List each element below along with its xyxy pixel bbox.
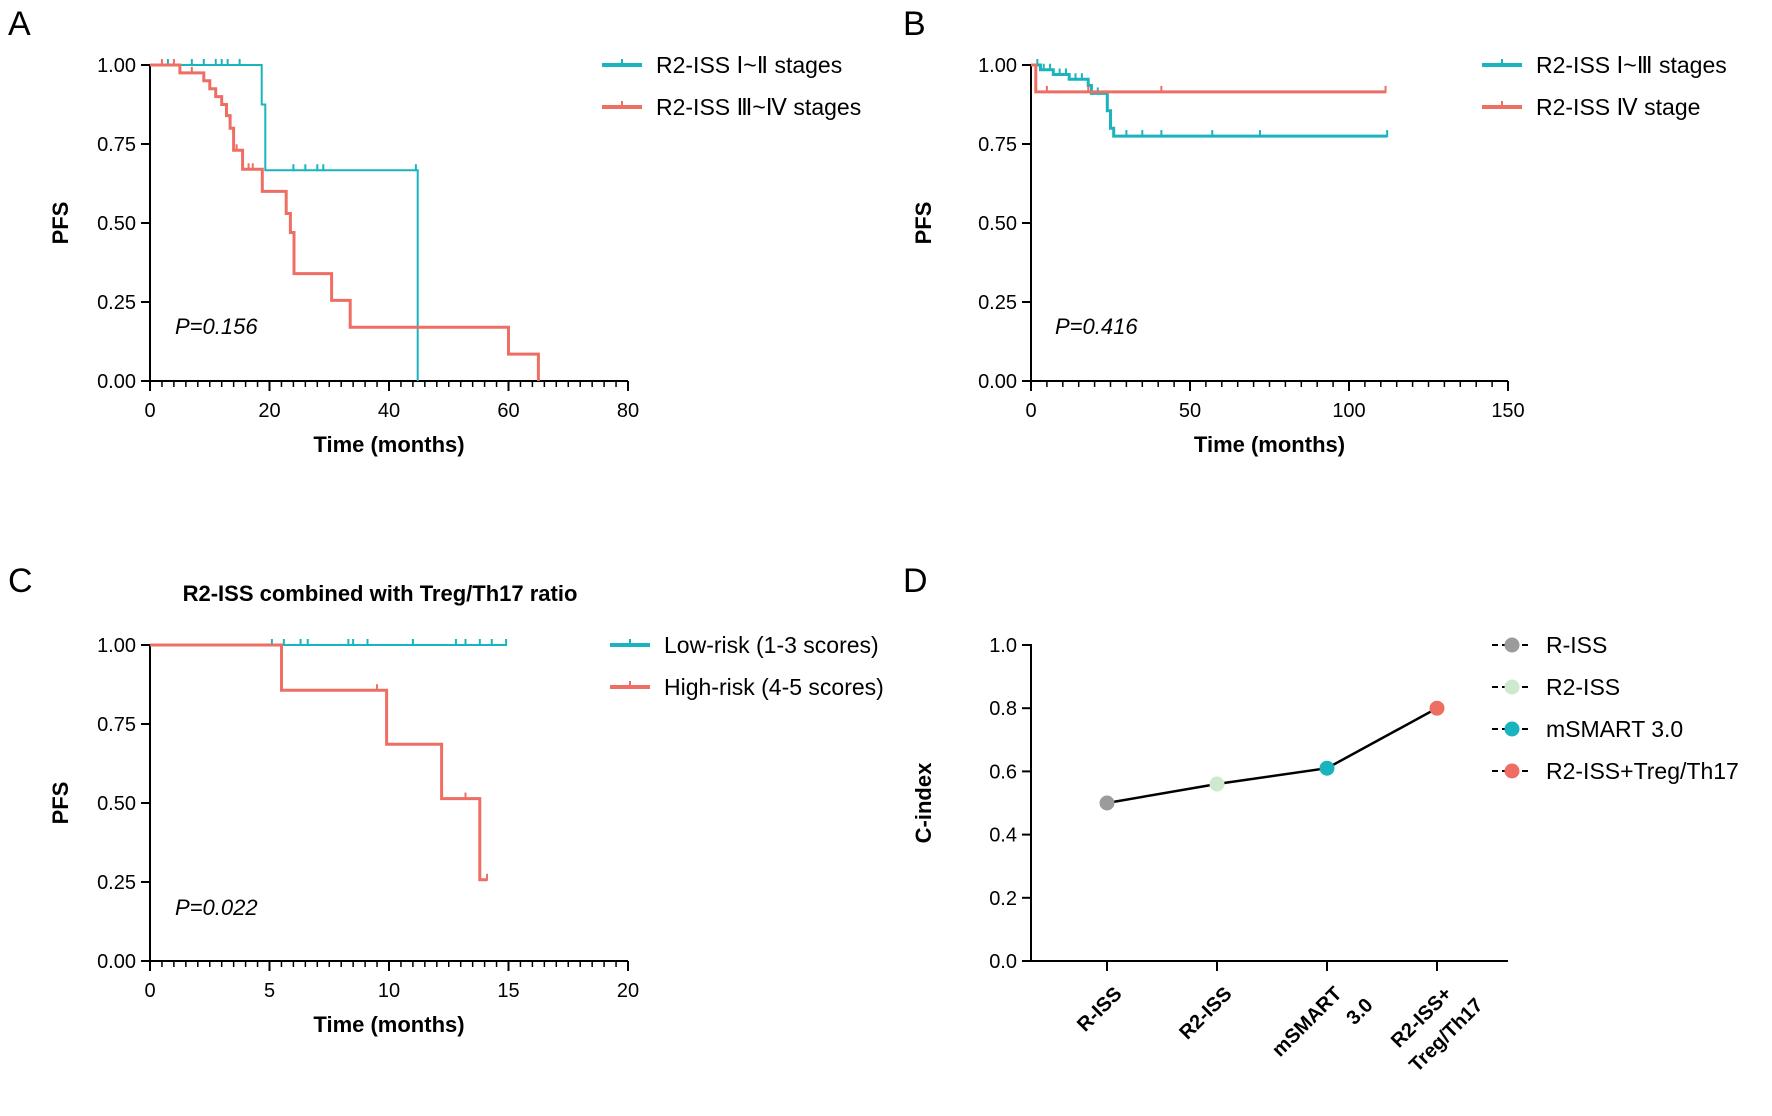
km-curve	[1031, 63, 1386, 94]
panel-letter: C	[8, 562, 33, 600]
y-tick-label: 0.00	[97, 951, 136, 973]
panel-a: A 0.00 0.25 0.50 0.75 1.00 PFS 0 20 40 60 80 Time (m…	[8, 5, 861, 457]
category-line: R2-ISS	[1175, 983, 1236, 1044]
x-tick-label: 5	[264, 980, 275, 1002]
y-tick-label: 0.4	[989, 825, 1017, 847]
x-tick-label: 150	[1491, 400, 1524, 422]
category-line: mSMART	[1268, 983, 1346, 1061]
p-value: P=0.022	[175, 895, 258, 920]
x-tick-label: 0	[144, 980, 155, 1002]
x-tick-label: 100	[1332, 400, 1365, 422]
y-tick-label: 1.0	[989, 635, 1017, 657]
x-tick-label: 20	[258, 400, 280, 422]
x-axis-label: Time (months)	[313, 432, 464, 457]
y-axis-label: PFS	[911, 202, 936, 245]
y-tick-label: 0.0	[989, 951, 1017, 973]
legend-label: R2-ISS Ⅰ~Ⅲ stages	[1536, 52, 1727, 78]
x-category-label: R-ISS	[1073, 983, 1126, 1036]
data-point	[1209, 776, 1225, 792]
x-tick-label: 20	[617, 980, 639, 1002]
legend-label: R2-ISS Ⅲ~Ⅳ stages	[656, 94, 861, 120]
panel-b: B 0.00 0.25 0.50 0.75 1.00 PFS 0 50 100 150 Time (m…	[903, 5, 1727, 457]
data-point	[1429, 700, 1445, 716]
x-tick-label: 0	[1025, 400, 1036, 422]
y-tick-label: 0.25	[978, 292, 1017, 314]
panel-letter: B	[903, 5, 926, 43]
chart-title: R2-ISS combined with Treg/Th17 ratio	[183, 581, 578, 606]
legend-marker	[1504, 679, 1520, 695]
y-tick-label: 0.8	[989, 698, 1017, 720]
x-tick-label: 60	[497, 400, 519, 422]
km-curve	[1031, 63, 1388, 138]
panel-letter: A	[8, 5, 31, 43]
y-tick-label: 0.00	[97, 371, 136, 393]
legend-label: R2-ISS+Treg/Th17	[1546, 758, 1739, 784]
y-tick-label: 0.75	[97, 134, 136, 156]
x-category-label: R2-ISS	[1175, 983, 1236, 1044]
km-curve	[150, 64, 419, 381]
x-tick-label: 15	[497, 980, 519, 1002]
y-tick-label: 0.25	[97, 292, 136, 314]
y-tick-label: 0.6	[989, 761, 1017, 783]
legend-label: High-risk (4-5 scores)	[664, 674, 884, 700]
km-curve	[150, 643, 487, 882]
connect-line	[1106, 707, 1438, 805]
y-axis-label: PFS	[48, 782, 73, 825]
legend-label: Low-risk (1-3 scores)	[664, 632, 879, 658]
legend-label: R2-ISS Ⅳ stage	[1536, 94, 1700, 120]
category-line: 3.0	[1342, 994, 1377, 1029]
data-point	[1319, 760, 1335, 776]
p-value: P=0.156	[175, 314, 258, 339]
x-axis-label: Time (months)	[1194, 432, 1345, 457]
x-tick-label: 0	[144, 400, 155, 422]
x-tick-label: 80	[617, 400, 639, 422]
x-tick-label: 10	[378, 980, 400, 1002]
y-tick-label: 0.00	[978, 371, 1017, 393]
legend-label: R-ISS	[1546, 632, 1607, 658]
y-tick-label: 0.75	[97, 714, 136, 736]
y-tick-label: 0.50	[978, 213, 1017, 235]
legend-label: R2-ISS	[1546, 674, 1620, 700]
data-point	[1099, 795, 1115, 811]
x-category-label: R2-ISS+Treg/Th17	[1387, 983, 1488, 1077]
category-line: R-ISS	[1073, 983, 1126, 1036]
y-tick-label: 0.50	[97, 793, 136, 815]
y-tick-label: 0.25	[97, 872, 136, 894]
panel-d: D 0.0 0.2 0.4 0.6 0.8 1.0 C-index R-ISS R2-ISS mSM…	[903, 562, 1739, 1077]
km-curve	[150, 63, 540, 381]
y-tick-label: 1.00	[978, 55, 1017, 77]
legend-marker	[1504, 721, 1520, 737]
y-axis-label: C-index	[911, 762, 936, 843]
legend-marker	[1504, 637, 1520, 653]
x-tick-label: 40	[378, 400, 400, 422]
panel-c: C R2-ISS combined with Treg/Th17 ratio 0.0…	[8, 562, 884, 1037]
y-axis-label: PFS	[48, 202, 73, 245]
x-axis-label: Time (months)	[313, 1012, 464, 1037]
legend-label: mSMART 3.0	[1546, 716, 1683, 742]
legend-marker	[1504, 763, 1520, 779]
y-tick-label: 1.00	[97, 635, 136, 657]
y-tick-label: 0.2	[989, 888, 1017, 910]
x-tick-label: 50	[1179, 400, 1201, 422]
p-value: P=0.416	[1055, 314, 1138, 339]
y-tick-label: 0.50	[97, 213, 136, 235]
legend-label: R2-ISS Ⅰ~Ⅱ stages	[656, 52, 842, 78]
y-tick-label: 0.75	[978, 134, 1017, 156]
panel-letter: D	[903, 562, 928, 600]
y-tick-label: 1.00	[97, 55, 136, 77]
